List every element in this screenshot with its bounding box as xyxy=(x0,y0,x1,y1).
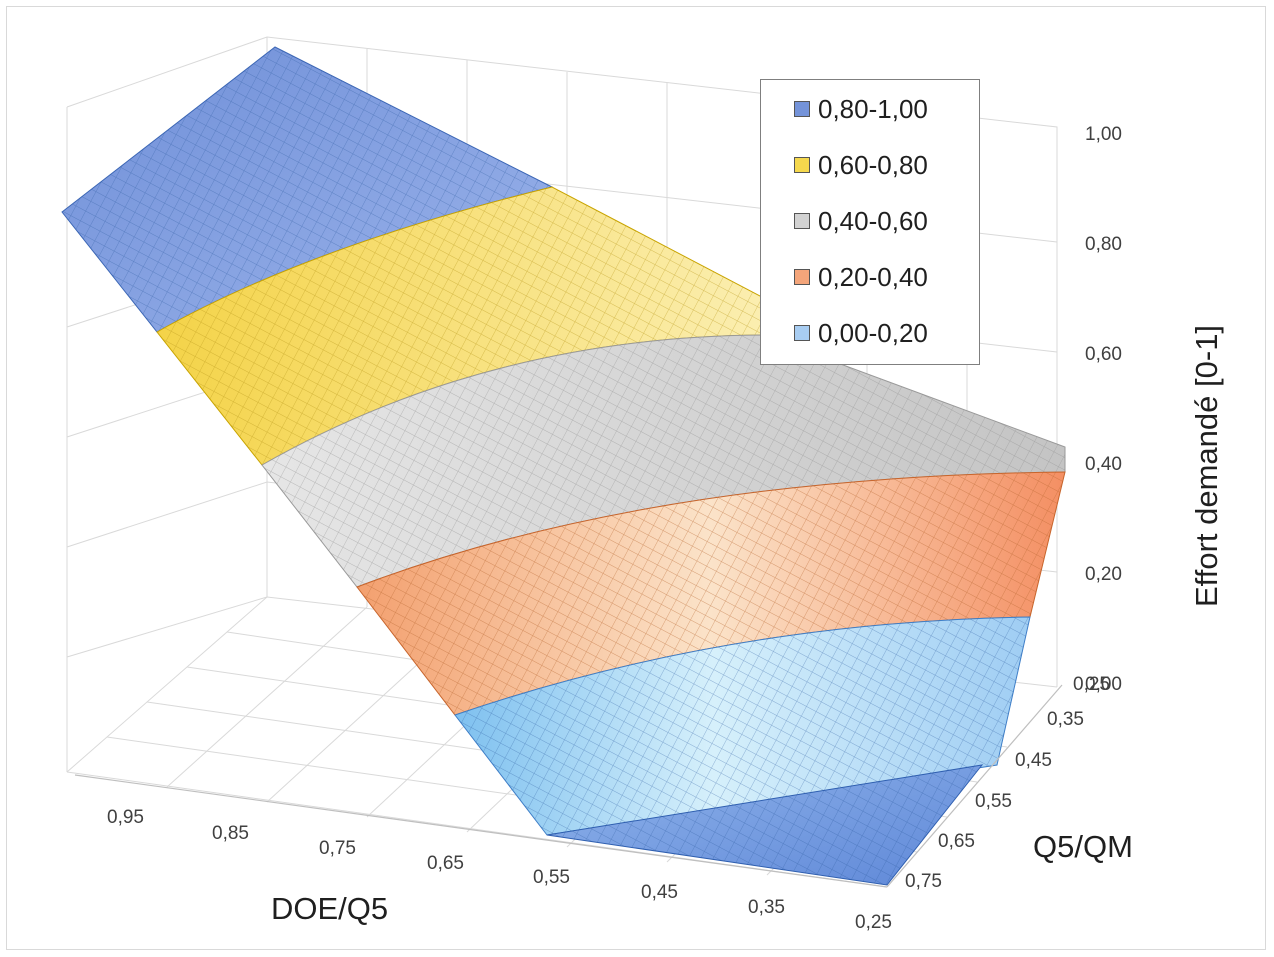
legend-item: 0,80-1,00 xyxy=(794,94,928,124)
z-tick: 0,60 xyxy=(1085,344,1122,365)
x-tick: 0,25 xyxy=(855,912,892,933)
z-axis-title: Effort demandé [0-1] xyxy=(1189,325,1224,607)
legend-label: 0,60-0,80 xyxy=(818,149,928,180)
legend-swatch xyxy=(794,213,810,229)
depth-tick: 0,65 xyxy=(938,831,975,852)
x-tick: 0,45 xyxy=(641,882,678,903)
legend-swatch xyxy=(794,325,810,341)
legend-label: 0,00-0,20 xyxy=(818,317,928,348)
x-tick: 0,75 xyxy=(319,838,356,859)
depth-tick: 0,25 xyxy=(1073,674,1110,695)
z-tick: 1,00 xyxy=(1085,124,1122,145)
x-axis-title: DOE/Q5 xyxy=(271,891,388,926)
z-tick: 0,80 xyxy=(1085,234,1122,255)
legend-item: 0,60-0,80 xyxy=(794,150,928,180)
x-tick: 0,55 xyxy=(533,867,570,888)
z-tick: 0,40 xyxy=(1085,454,1122,475)
legend-swatch xyxy=(794,101,810,117)
depth-tick: 0,45 xyxy=(1015,750,1052,771)
z-tick: 0,20 xyxy=(1085,564,1122,585)
x-tick: 0,85 xyxy=(212,823,249,844)
depth-tick: 0,35 xyxy=(1047,709,1084,730)
surface-mesh xyxy=(61,46,1066,886)
surface-chart: 0,95 0,85 0,75 0,65 0,55 0,45 0,35 0,25 … xyxy=(61,36,1224,933)
x-tick: 0,95 xyxy=(107,807,144,828)
z-axis-ticks: 0,00 0,20 0,40 0,60 0,80 1,00 xyxy=(1085,124,1122,695)
legend-label: 0,40-0,60 xyxy=(818,205,928,236)
legend-swatch xyxy=(794,157,810,173)
legend-label: 0,20-0,40 xyxy=(818,261,928,292)
depth-axis-title: Q5/QM xyxy=(1033,829,1133,864)
z-tick: 0,00 xyxy=(1085,674,1122,695)
x-tick: 0,65 xyxy=(427,853,464,874)
x-axis-ticks: 0,95 0,85 0,75 0,65 0,55 0,45 0,35 0,25 xyxy=(107,807,892,933)
depth-tick: 0,55 xyxy=(975,791,1012,812)
legend-swatch xyxy=(794,269,810,285)
legend: 0,80-1,00 0,60-0,80 0,40-0,60 0,20-0,40 … xyxy=(760,79,980,365)
legend-item: 0,40-0,60 xyxy=(794,206,928,236)
legend-label: 0,80-1,00 xyxy=(818,93,928,124)
chart-frame: 0,95 0,85 0,75 0,65 0,55 0,45 0,35 0,25 … xyxy=(6,6,1266,950)
depth-tick: 0,75 xyxy=(905,871,942,892)
depth-axis-ticks: 0,25 0,35 0,45 0,55 0,65 0,75 xyxy=(905,674,1110,892)
x-tick: 0,35 xyxy=(748,897,785,918)
legend-item: 0,00-0,20 xyxy=(794,318,928,348)
legend-item: 0,20-0,40 xyxy=(794,262,928,292)
